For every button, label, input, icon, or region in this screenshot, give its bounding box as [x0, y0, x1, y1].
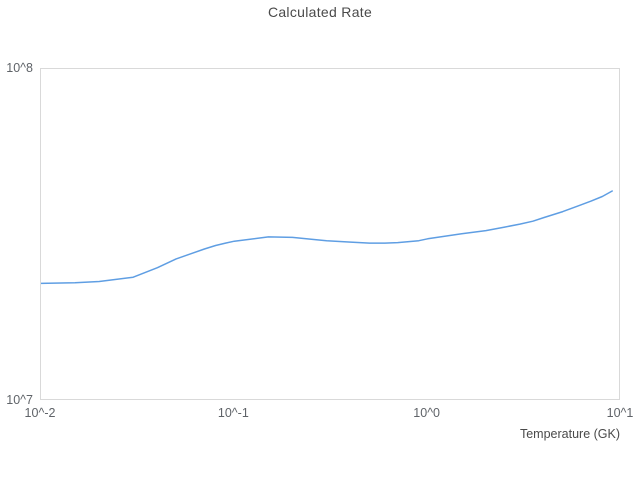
- chart-title: Calculated Rate: [267, 4, 373, 20]
- x-axis-title: Temperature (GK): [519, 427, 620, 441]
- plot-area: [40, 68, 620, 400]
- rate-line: [41, 190, 613, 285]
- x-tick-label: 10^0: [413, 406, 441, 420]
- x-tick-label: 10^-2: [24, 406, 56, 420]
- plot-svg: [41, 190, 613, 285]
- x-tick-label: 10^1: [606, 406, 634, 420]
- y-tick-label: 10^8: [6, 61, 33, 75]
- y-tick-label: 10^7: [6, 393, 33, 407]
- x-tick-label: 10^-1: [217, 406, 249, 420]
